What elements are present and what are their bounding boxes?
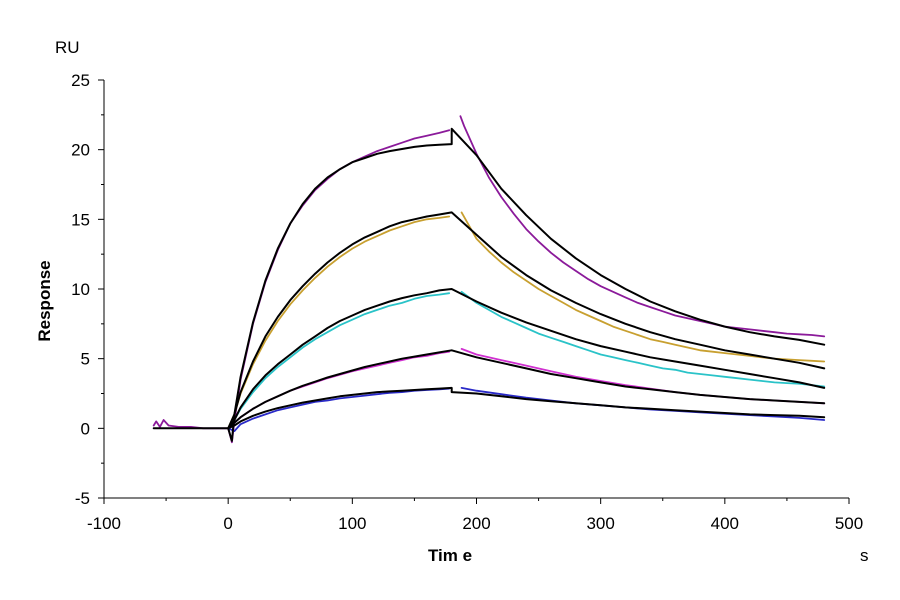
x-tick-label: 400 xyxy=(711,514,739,533)
y-ticks-group: -5 0 5 10 15 20 25 xyxy=(71,71,104,508)
axes-group: -100 0 100 200 300 400 500 -5 0 5 10 15 20 25 xyxy=(71,71,863,533)
y-tick-label: 20 xyxy=(71,141,90,160)
fit-curve-line xyxy=(227,288,826,430)
x-tick-label: 500 xyxy=(835,514,863,533)
x-axis-title: Tim e xyxy=(428,546,472,565)
y-tick-label: 0 xyxy=(81,419,90,438)
y-tick-label: -5 xyxy=(75,489,90,508)
y-tick-label: 10 xyxy=(71,280,90,299)
measured-curve-line xyxy=(227,292,451,430)
fit-curve-line xyxy=(227,349,826,430)
x-tick-label: 200 xyxy=(462,514,490,533)
x-tick-label: 100 xyxy=(338,514,366,533)
measured-curve-line xyxy=(459,115,826,338)
fit-curve-line xyxy=(152,127,826,442)
y-unit-label: RU xyxy=(55,38,80,57)
x-tick-label: 300 xyxy=(586,514,614,533)
fit-curve-line xyxy=(227,211,826,430)
y-tick-label: 15 xyxy=(71,210,90,229)
x-ticks-group: -100 0 100 200 300 400 500 xyxy=(87,498,863,533)
x-tick-label: 0 xyxy=(223,514,232,533)
fit-curve-line xyxy=(227,386,826,430)
measured-curve-line xyxy=(460,290,826,388)
y-axis-title: Response xyxy=(35,260,54,341)
measured-curve-line xyxy=(227,215,451,430)
x-tick-label: -100 xyxy=(87,514,121,533)
y-tick-label: 25 xyxy=(71,71,90,90)
x-unit-label: s xyxy=(860,546,869,565)
plot-series-group xyxy=(152,115,826,444)
y-tick-label: 5 xyxy=(81,350,90,369)
measured-curve-line xyxy=(460,211,826,363)
measured-curve-line xyxy=(227,387,451,433)
